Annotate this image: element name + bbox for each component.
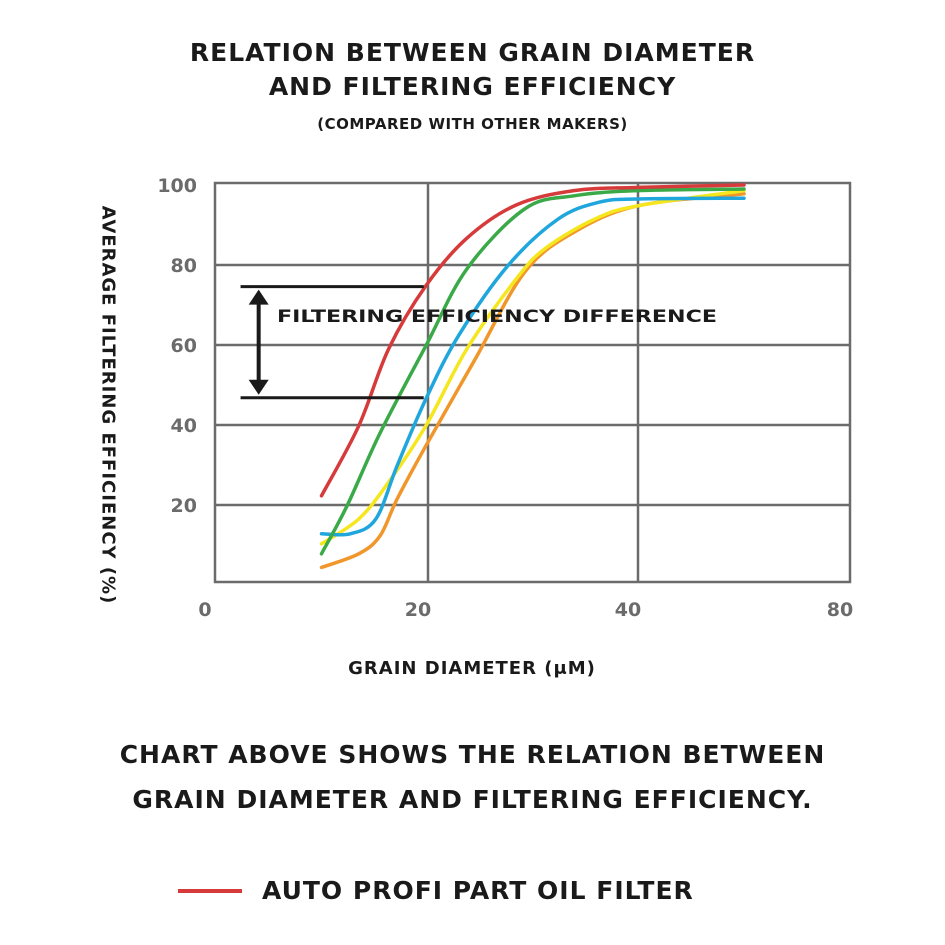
y-tick-label: 80 [171,255,197,277]
legend-swatch-red [178,888,242,893]
series-line-other-maker-2 [319,196,746,537]
plot-frame [213,181,852,584]
chart-title-line-2: AND FILTERING EFFICIENCY [268,72,677,101]
annotation-label: FILTERING EFFICIENCY DIFFERENCE [277,307,717,327]
series-line-auto-profi [319,183,746,498]
caption-line-1: CHART ABOVE SHOWS THE RELATION BETWEEN [119,740,826,769]
arrow-up-icon [248,289,269,305]
x-tick-label: 80 [827,599,853,621]
y-tick-label: 40 [171,415,197,437]
x-tick-label: 40 [615,599,641,621]
arrow-down-icon [248,379,269,395]
y-tick-label: 20 [171,495,197,517]
x-tick-label: 0 [198,599,211,621]
series-line-other-maker-1 [319,187,746,556]
series-line-other-maker-3 [319,188,746,546]
legend: AUTO PROFI PART OIL FILTER [178,876,694,905]
legend-label: AUTO PROFI PART OIL FILTER [262,876,694,905]
y-tick-label: 100 [157,175,197,197]
chart-title-line-1: RELATION BETWEEN GRAIN DIAMETER [189,38,756,67]
caption-line-2: GRAIN DIAMETER AND FILTERING EFFICIENCY. [132,785,813,814]
series-line-other-maker-4 [319,192,746,570]
x-axis-label: GRAIN DIAMETER (μM) [348,658,596,679]
y-tick-label: 60 [171,335,197,357]
x-tick-label: 20 [405,599,431,621]
chart-subtitle: (COMPARED WITH OTHER MAKERS) [317,115,628,133]
